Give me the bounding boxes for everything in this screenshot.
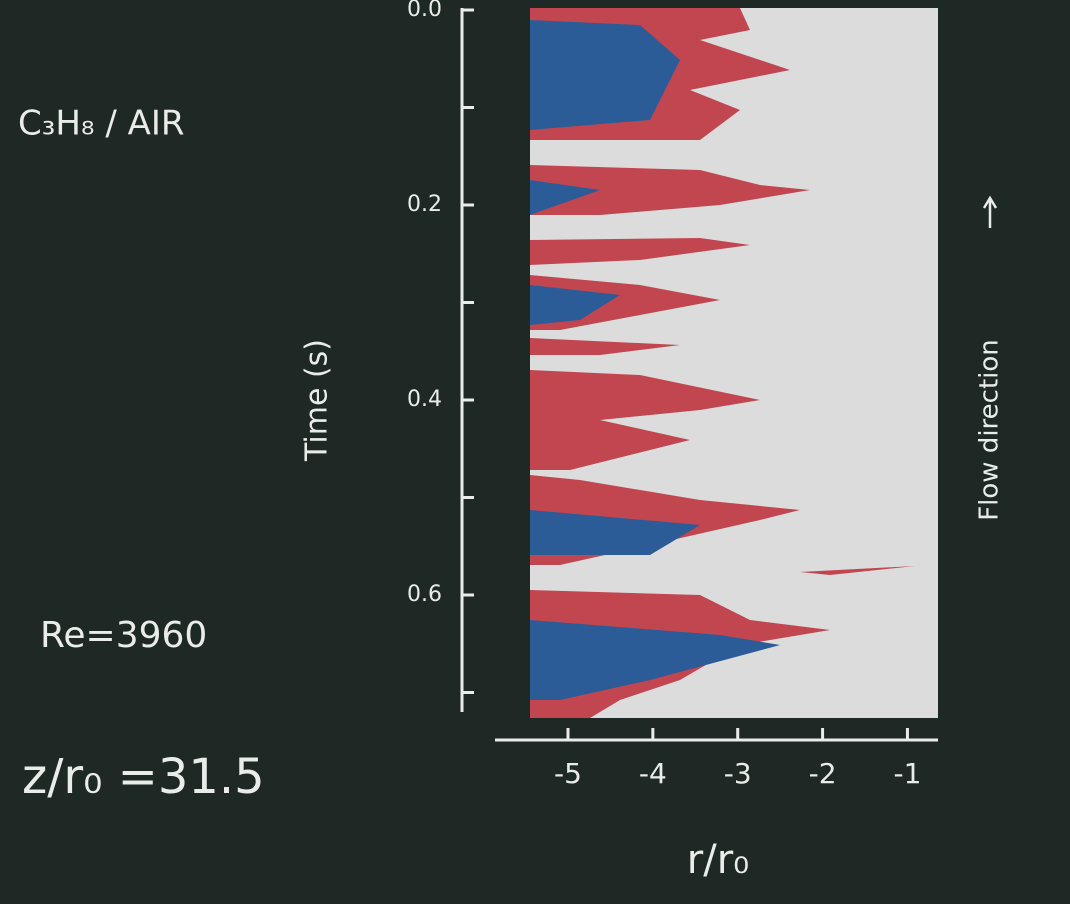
- x-tick-label: -4: [639, 757, 667, 790]
- x-axis-label: r/r₀: [687, 837, 749, 883]
- annotation: Re=3960: [40, 615, 207, 656]
- y-tick-label: 0.6: [407, 582, 442, 607]
- core: [530, 180, 600, 215]
- core: [530, 620, 780, 700]
- band: [530, 165, 810, 215]
- blue-bands: [530, 20, 780, 700]
- flow-arrow: [982, 195, 998, 228]
- y-tick-label: 0.0: [407, 0, 442, 22]
- annotation: C₃H₈ / AIR: [18, 104, 185, 144]
- band: [530, 370, 760, 470]
- x-tick-label: -1: [893, 757, 921, 790]
- band: [530, 338, 680, 355]
- y-tick-label: 0.2: [407, 192, 442, 217]
- core: [530, 20, 680, 130]
- annotation: z/r₀ =31.5: [22, 749, 265, 805]
- y-axis-label: Time (s): [300, 339, 335, 462]
- band: [800, 566, 915, 575]
- x-tick-label: -5: [554, 757, 582, 790]
- y-tick-label: 0.4: [407, 387, 442, 412]
- flame-image: [530, 8, 938, 718]
- annotation: Flow direction: [975, 339, 1005, 521]
- core: [530, 285, 620, 325]
- x-tick-label: -2: [809, 757, 837, 790]
- band: [530, 238, 750, 265]
- core: [530, 510, 700, 555]
- x-tick-label: -3: [724, 757, 752, 790]
